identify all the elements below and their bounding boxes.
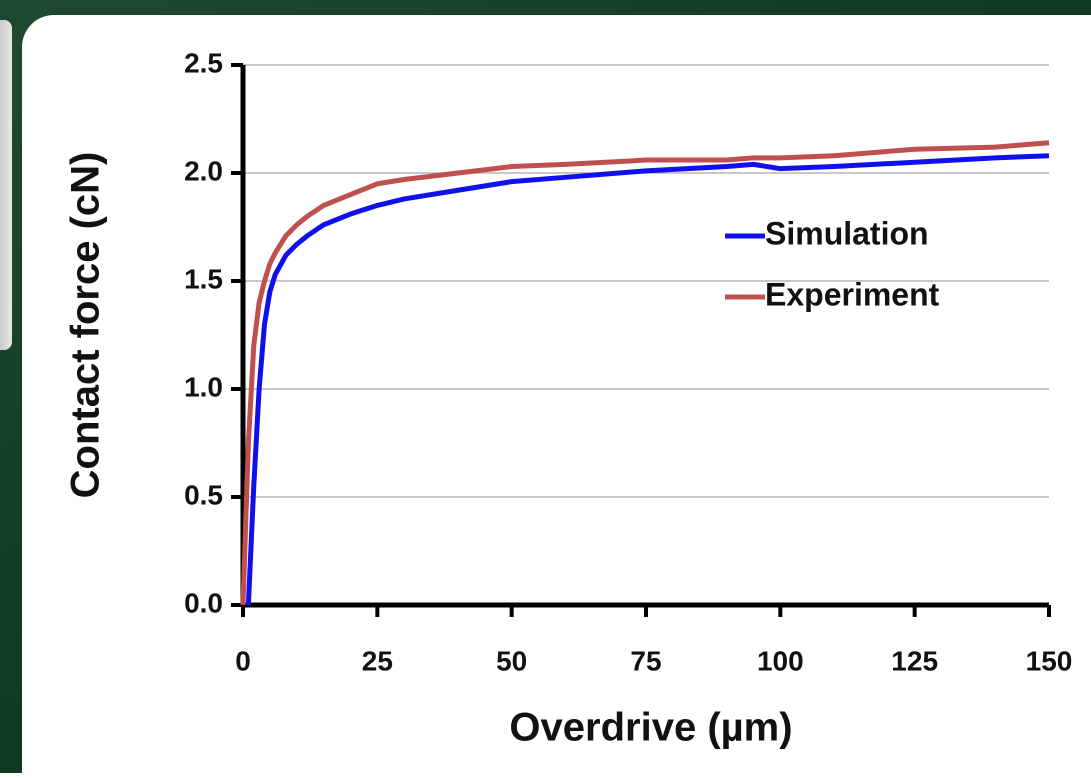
- x-tick-label: 50: [496, 645, 527, 676]
- x-tick-label: 100: [757, 645, 804, 676]
- x-tick-label: 150: [1026, 645, 1073, 676]
- legend-label: Simulation: [765, 215, 929, 251]
- x-tick-label: 75: [630, 645, 661, 676]
- plot: 0.0 0.5 1.0 1.5 2.0 2.5 0 25 50 75 100 125 150 Simula…: [184, 47, 1072, 676]
- y-tick-label: 1.0: [184, 371, 223, 402]
- x-tick-label: 125: [891, 645, 938, 676]
- y-axis-label: Contact force (cN): [64, 152, 108, 499]
- y-tick-label: 0.0: [184, 587, 223, 618]
- side-image: [0, 20, 12, 350]
- y-tick-label: 1.5: [184, 263, 223, 294]
- x-tick-label: 25: [362, 645, 393, 676]
- data-line: [240, 140, 1050, 606]
- x-axis-label: Overdrive (µm): [509, 706, 792, 750]
- panel: [22, 15, 1091, 778]
- y-tick-label: 2.5: [184, 47, 223, 78]
- y-tick-label: 0.5: [184, 479, 223, 510]
- y-tick-label: 2.0: [184, 155, 223, 186]
- data-line: [245, 153, 1050, 606]
- legend-label: Experiment: [765, 276, 940, 312]
- x-tick-label: 0: [235, 645, 251, 676]
